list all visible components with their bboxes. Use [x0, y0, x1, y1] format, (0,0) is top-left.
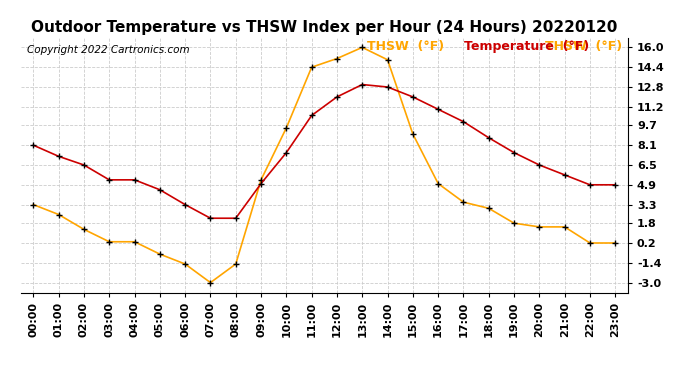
THSW  (°F): [560, 225, 569, 229]
THSW  (°F): [105, 240, 113, 244]
Temperature  (°F): [181, 202, 189, 207]
THSW  (°F): [408, 132, 417, 136]
Temperature  (°F): [257, 182, 265, 186]
THSW  (°F): [130, 240, 139, 244]
Text: Temperature  (°F): Temperature (°F): [464, 40, 589, 53]
Temperature  (°F): [232, 216, 240, 220]
Temperature  (°F): [333, 94, 341, 99]
THSW  (°F): [181, 262, 189, 266]
Temperature  (°F): [105, 178, 113, 182]
THSW  (°F): [611, 241, 620, 245]
THSW  (°F): [460, 200, 468, 204]
THSW  (°F): [206, 280, 215, 285]
Title: Outdoor Temperature vs THSW Index per Hour (24 Hours) 20220120: Outdoor Temperature vs THSW Index per Ho…: [31, 20, 618, 35]
Text: THSW  (°F): THSW (°F): [367, 40, 444, 53]
Temperature  (°F): [206, 216, 215, 220]
Temperature  (°F): [611, 183, 620, 187]
Temperature  (°F): [29, 143, 37, 147]
THSW  (°F): [384, 57, 392, 62]
Text: Copyright 2022 Cartronics.com: Copyright 2022 Cartronics.com: [27, 45, 189, 55]
Temperature  (°F): [484, 135, 493, 140]
THSW  (°F): [232, 262, 240, 266]
Temperature  (°F): [460, 119, 468, 124]
THSW  (°F): [586, 241, 594, 245]
Temperature  (°F): [384, 85, 392, 89]
THSW  (°F): [434, 182, 442, 186]
THSW  (°F): [80, 227, 88, 232]
Temperature  (°F): [130, 178, 139, 182]
Temperature  (°F): [282, 150, 290, 155]
THSW  (°F): [510, 221, 518, 225]
Temperature  (°F): [408, 94, 417, 99]
THSW  (°F): [308, 65, 316, 69]
Temperature  (°F): [55, 154, 63, 159]
THSW  (°F): [29, 202, 37, 207]
Temperature  (°F): [586, 183, 594, 187]
THSW  (°F): [358, 45, 366, 50]
Temperature  (°F): [358, 82, 366, 87]
Temperature  (°F): [560, 172, 569, 177]
THSW  (°F): [282, 126, 290, 130]
THSW  (°F): [484, 206, 493, 211]
Text: THSW  (°F): THSW (°F): [544, 40, 622, 53]
Temperature  (°F): [535, 163, 544, 167]
Temperature  (°F): [80, 163, 88, 167]
Line: THSW  (°F): THSW (°F): [30, 44, 619, 286]
THSW  (°F): [156, 252, 164, 257]
THSW  (°F): [535, 225, 544, 229]
Line: Temperature  (°F): Temperature (°F): [30, 81, 619, 222]
THSW  (°F): [257, 178, 265, 182]
Temperature  (°F): [308, 113, 316, 118]
Temperature  (°F): [510, 150, 518, 155]
THSW  (°F): [55, 212, 63, 217]
Temperature  (°F): [434, 107, 442, 111]
Temperature  (°F): [156, 188, 164, 192]
THSW  (°F): [333, 56, 341, 61]
